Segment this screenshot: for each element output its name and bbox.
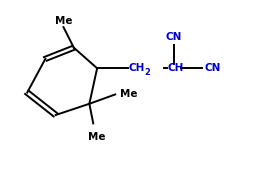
Text: CH: CH (167, 63, 183, 73)
Text: CH: CH (128, 63, 145, 73)
Text: 2: 2 (145, 68, 150, 77)
Text: Me: Me (55, 16, 72, 26)
Text: Me: Me (120, 89, 138, 99)
Text: CN: CN (165, 32, 182, 42)
Text: CN: CN (204, 63, 220, 73)
Text: Me: Me (88, 132, 106, 142)
